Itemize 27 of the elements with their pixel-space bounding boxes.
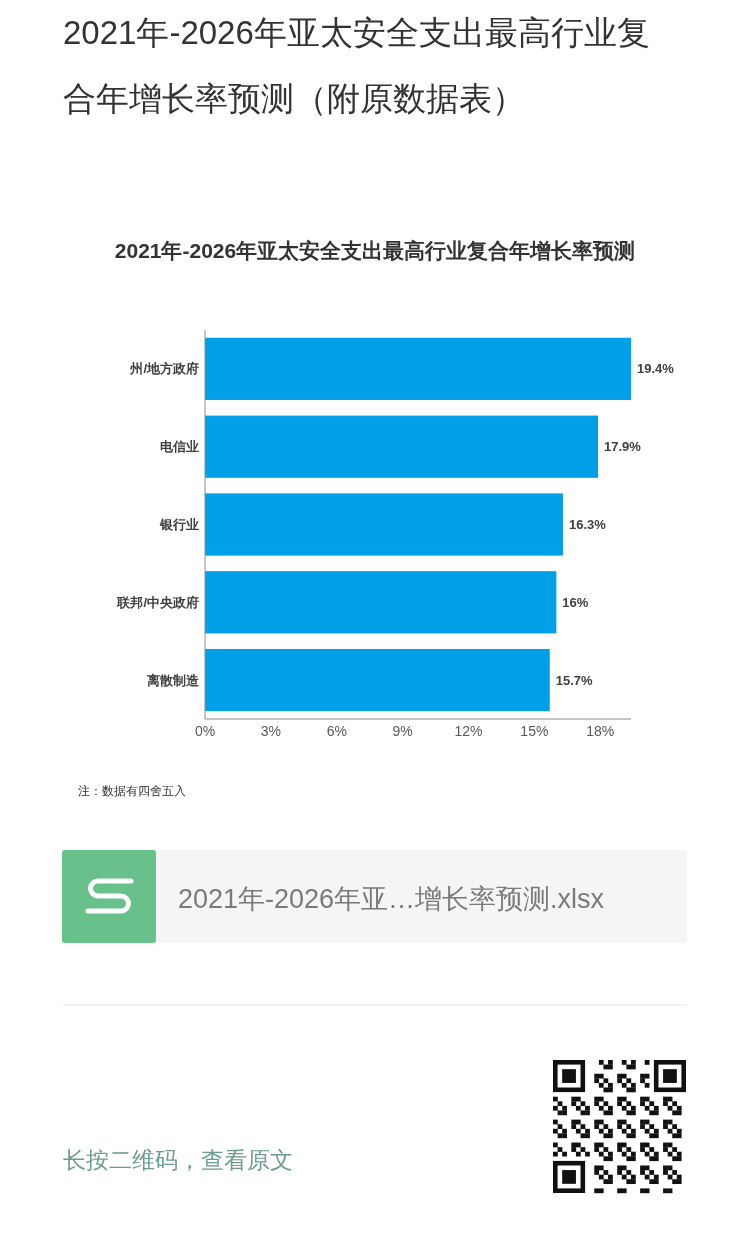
chart-title: 2021年-2026年亚太安全支出最高行业复合年增长率预测（附原数据表） bbox=[63, 14, 650, 117]
bar bbox=[205, 571, 557, 634]
chart-subtitle: 2021年-2026年亚太安全支出最高行业复合年增长率预测 bbox=[114, 239, 636, 262]
y-tick-label: 联邦/中央政府 bbox=[116, 594, 199, 610]
x-tick-label: 18% bbox=[586, 723, 615, 739]
bar bbox=[205, 337, 631, 401]
data-label: 16.3% bbox=[568, 517, 607, 532]
y-tick-label: 银行业 bbox=[159, 517, 199, 532]
x-tick-label: 0% bbox=[194, 723, 216, 739]
bar bbox=[205, 493, 563, 556]
y-tick-label: 州/地方政府 bbox=[129, 361, 199, 377]
data-label: 19.4% bbox=[637, 361, 675, 377]
text: 长按二维码，查看原文 bbox=[63, 1147, 293, 1173]
x-tick-label: 9% bbox=[392, 723, 413, 739]
bar bbox=[205, 415, 599, 478]
data-label: 16% bbox=[562, 594, 589, 610]
text: 2021年-2026年亚…增长率预测.xlsx bbox=[178, 884, 605, 914]
text: 注：数据有四舍五入 bbox=[78, 784, 186, 797]
bar bbox=[205, 648, 550, 712]
y-tick-label: 离散制造 bbox=[146, 672, 200, 688]
x-tick-label: 3% bbox=[260, 723, 281, 739]
y-tick-label: 电信业 bbox=[160, 439, 199, 455]
x-tick-label: 12% bbox=[454, 723, 483, 739]
data-label: 15.7% bbox=[555, 672, 594, 688]
data-label: 17.9% bbox=[604, 439, 642, 455]
x-tick-label: 6% bbox=[326, 723, 347, 739]
x-tick-label: 15% bbox=[520, 723, 549, 739]
